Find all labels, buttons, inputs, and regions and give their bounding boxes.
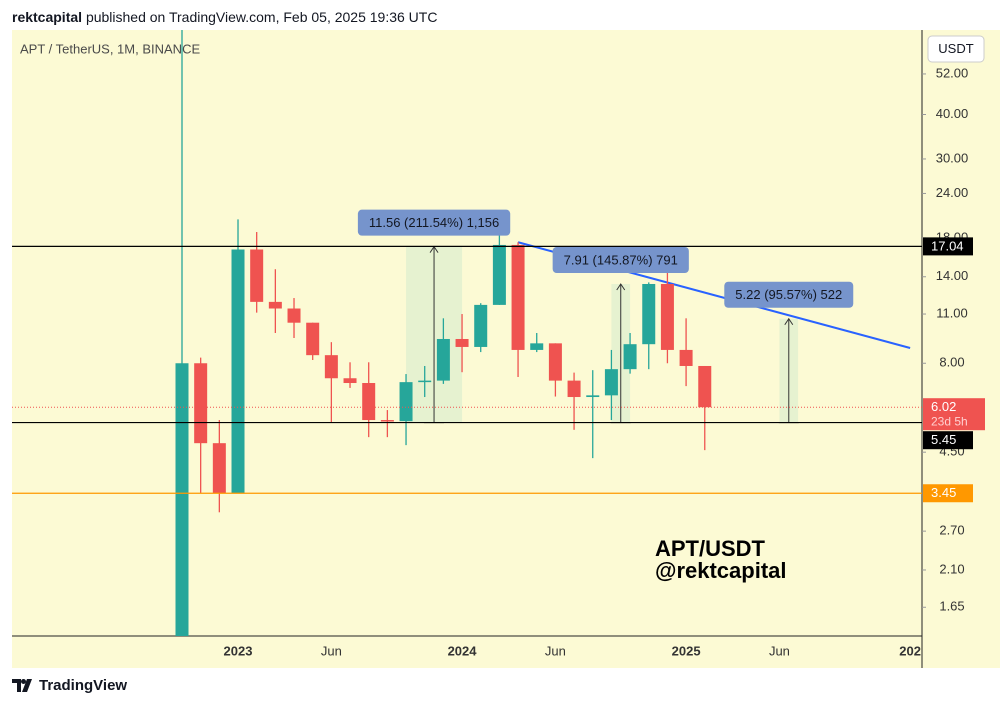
- candle-body: [679, 349, 693, 366]
- chart: APT / TetherUS, 1M, BINANCE USDT APT/USD…: [12, 30, 1000, 668]
- y-tick-label: 11.00: [936, 305, 968, 320]
- watermark: @rektcapital: [655, 558, 787, 583]
- y-tick-label: 40.00: [936, 106, 969, 121]
- watermark: APT/USDT: [655, 536, 766, 561]
- candle-body: [268, 301, 282, 309]
- price-tag: [923, 398, 985, 431]
- header-text: published on TradingView.com, Feb 05, 20…: [85, 9, 438, 25]
- footer-brand: TradingView: [39, 677, 128, 694]
- measure-label: 11.56 (211.54%) 1,156: [369, 215, 499, 230]
- footer: TradingView: [12, 677, 127, 694]
- price-tag: [923, 484, 973, 503]
- y-tick-label: 30.00: [936, 150, 969, 165]
- price-tag-label: 5.45: [931, 432, 956, 447]
- candle-body: [642, 283, 656, 345]
- x-tick-label: Jun: [321, 643, 342, 658]
- price-tag-label: 3.45: [931, 485, 956, 500]
- author: rektcapital: [12, 9, 83, 25]
- measure-label-box: [552, 246, 689, 273]
- logo: [12, 678, 32, 692]
- price-tag-label: 17.04: [931, 238, 964, 253]
- y-tick-label: 2.70: [939, 523, 964, 538]
- plot-area: [175, 30, 911, 636]
- header: rektcapital published on TradingView.com…: [12, 9, 437, 25]
- measure-label: 5.22 (95.57%) 522: [735, 287, 842, 302]
- candle-body: [586, 395, 600, 398]
- candle-body: [492, 244, 506, 305]
- candle-body: [380, 420, 394, 422]
- candle-body: [287, 308, 301, 323]
- candle-body: [530, 343, 544, 350]
- measure-label: 7.91 (145.87%) 791: [564, 252, 678, 267]
- y-tick-label: 2.10: [939, 561, 964, 576]
- candle-body: [511, 244, 525, 350]
- candle-body: [548, 343, 562, 381]
- candle-body: [231, 249, 245, 494]
- candle-body: [474, 304, 488, 347]
- countdown-label: 23d 5h: [931, 414, 968, 428]
- y-tick-label: 1.65: [939, 599, 964, 614]
- measure-label-box: [357, 209, 511, 236]
- candle-body: [698, 365, 712, 408]
- x-tick-label: 202: [899, 643, 921, 658]
- x-tick-label: 2025: [672, 643, 701, 658]
- candle-body: [194, 363, 208, 444]
- candle-body: [250, 249, 264, 302]
- candle-body: [604, 369, 618, 396]
- candle-body: [362, 383, 376, 421]
- candle-body: [418, 380, 432, 383]
- candle-body: [343, 378, 357, 384]
- candle-body: [567, 380, 581, 398]
- candle-body: [660, 283, 674, 350]
- candle-body: [436, 338, 450, 381]
- candle-body: [399, 382, 413, 422]
- candle-body: [306, 322, 320, 356]
- x-tick-label: 2024: [448, 643, 478, 658]
- price-tag: [923, 431, 973, 450]
- measure-label-box: [724, 281, 854, 308]
- chart-background: [12, 30, 1000, 668]
- y-tick-label: 52.00: [936, 65, 969, 80]
- currency-box[interactable]: [927, 35, 985, 63]
- y-tick-label: 24.00: [936, 185, 969, 200]
- candle-body: [175, 363, 189, 636]
- y-tick-label: 14.00: [936, 268, 969, 283]
- symbol-label: APT / TetherUS, 1M, BINANCE: [20, 41, 200, 56]
- x-tick-label: 2023: [224, 643, 253, 658]
- x-tick-label: Jun: [545, 643, 566, 658]
- measure-arrowhead: [616, 283, 626, 291]
- candle-body: [324, 355, 338, 379]
- y-tick-label: 8.00: [939, 355, 964, 370]
- measure-arrowhead: [784, 317, 794, 326]
- candle-body: [623, 344, 637, 370]
- candle-body: [212, 443, 226, 494]
- price-tag-label: 6.02: [931, 399, 956, 414]
- price-tag: [923, 237, 973, 256]
- currency-label: USDT: [938, 41, 973, 56]
- candle-body: [455, 338, 469, 347]
- x-tick-label: Jun: [769, 643, 790, 658]
